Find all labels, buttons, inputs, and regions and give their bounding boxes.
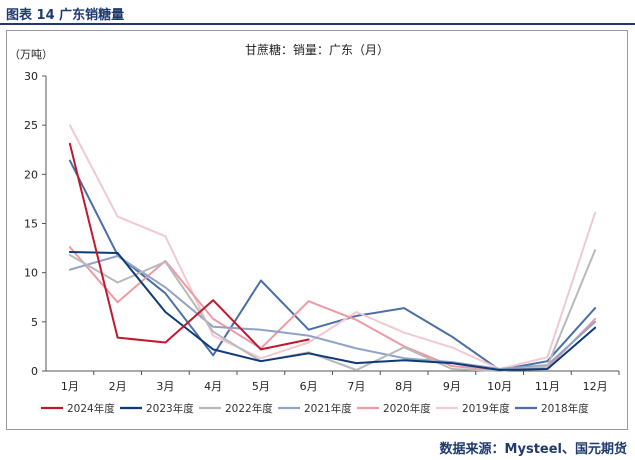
x-tick-label: 9月	[443, 380, 461, 393]
y-tick-label: 15	[24, 218, 38, 231]
chart-title: 甘蔗糖：销量：广东（月）	[245, 42, 389, 57]
line-chart: 甘蔗糖：销量：广东（月） （万吨） 0 5 10 15 20 25 30 1月 2月 3月 4月 5月…	[9, 42, 620, 415]
y-tick-label: 5	[31, 316, 38, 329]
legend-label: 2020年度	[383, 402, 431, 415]
y-tick-label: 0	[31, 365, 38, 378]
series-line-2021年度	[68, 255, 597, 370]
x-tick-label: 11月	[535, 380, 560, 393]
legend-label: 2019年度	[462, 402, 510, 415]
series-line-2019年度	[68, 124, 597, 370]
x-tick-label: 5月	[252, 380, 270, 393]
series-line-2018年度	[68, 159, 597, 371]
legend-label: 2018年度	[541, 402, 589, 415]
y-axis-label: （万吨）	[9, 48, 53, 61]
legend-label: 2024年度	[67, 402, 115, 415]
series-line-2023年度	[68, 251, 597, 371]
legend-label: 2021年度	[304, 402, 352, 415]
y-tick-label: 20	[24, 168, 38, 181]
x-tick-label: 3月	[156, 380, 174, 393]
y-tick-label: 30	[24, 70, 38, 83]
series-line-2024年度	[68, 142, 310, 351]
figure-title: 图表 14 广东销糖量	[6, 8, 125, 23]
legend-label: 2022年度	[225, 402, 273, 415]
y-tick-label: 25	[24, 119, 38, 132]
chart-frame: 甘蔗糖：销量：广东（月） （万吨） 0 5 10 15 20 25 30 1月 2月 3月 4月 5月…	[6, 30, 628, 430]
x-tick-label: 6月	[300, 380, 318, 393]
legend-label: 2023年度	[146, 402, 194, 415]
source-note: 数据来源：Mysteel、国元期货	[439, 442, 627, 457]
title-rule	[0, 23, 635, 25]
y-tick-label: 10	[24, 267, 38, 280]
x-tick-label: 10月	[487, 380, 512, 393]
series-line-2020年度	[68, 246, 597, 371]
x-tick-label: 2月	[109, 380, 127, 393]
x-tick-label: 8月	[395, 380, 413, 393]
x-tick-label: 7月	[347, 380, 365, 393]
x-tick-label: 1月	[61, 380, 79, 393]
x-tick-label: 12月	[583, 380, 608, 393]
x-tick-label: 4月	[204, 380, 222, 393]
